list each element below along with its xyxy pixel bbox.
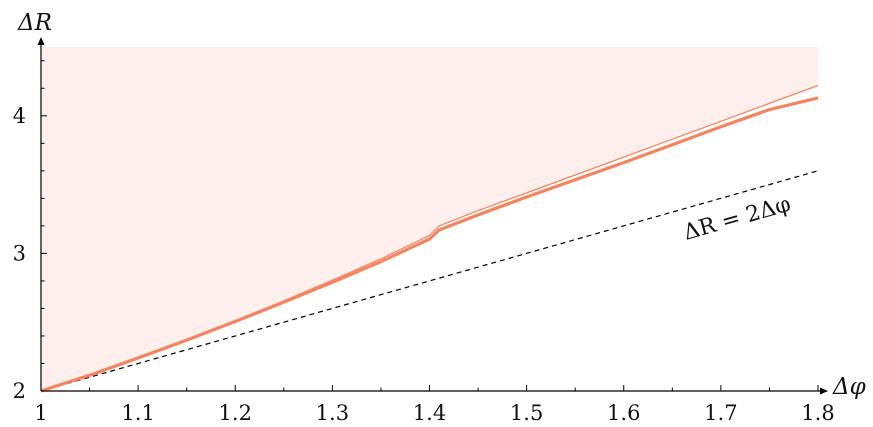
x-tick-label: 1.3 xyxy=(316,401,349,425)
y-tick-label: 4 xyxy=(13,104,26,128)
y-axis-arrow xyxy=(37,37,45,45)
x-axis-label: Δφ xyxy=(832,374,867,400)
y-tick-label: 3 xyxy=(13,241,26,265)
y-axis-label: ΔR xyxy=(17,10,52,36)
bound-curve-thick xyxy=(40,96,819,393)
axes: 1 1.1 1.2 1.3 1.4 1.5 1.6 1.7 1.8 2 3 4 xyxy=(13,37,835,425)
y-tick-label: 2 xyxy=(13,379,26,403)
x-tick-label: 1.1 xyxy=(121,401,154,425)
allowed-region xyxy=(41,47,818,391)
x-tick-label: 1.7 xyxy=(704,401,737,425)
x-tick-label: 1.6 xyxy=(607,401,640,425)
x-tick-label: 1.2 xyxy=(219,401,252,425)
plot-area xyxy=(40,47,819,393)
x-axis-arrow xyxy=(820,387,828,395)
x-tick-label: 1 xyxy=(34,401,47,425)
x-tick-label: 1.8 xyxy=(801,401,834,425)
x-tick-label: 1.4 xyxy=(413,401,446,425)
reference-annotation: ΔR = 2Δφ xyxy=(681,192,794,246)
x-tick-label: 1.5 xyxy=(510,401,543,425)
